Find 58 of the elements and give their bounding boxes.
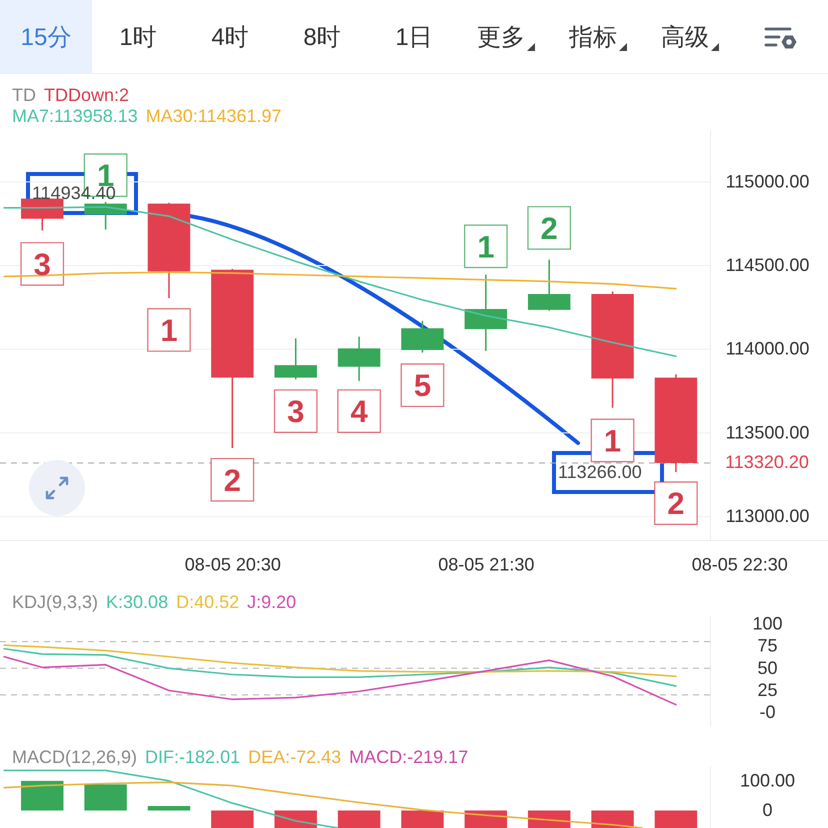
annotation: 3 bbox=[287, 394, 304, 430]
y-tick-label: 0 bbox=[762, 800, 773, 820]
text: TDDown:2 bbox=[44, 85, 130, 105]
annotation: 5 bbox=[414, 368, 432, 404]
text: D:40.52 bbox=[176, 592, 240, 612]
text: 更多 bbox=[477, 22, 525, 52]
y-tick-label: 75 bbox=[757, 636, 778, 656]
legend-title: TD bbox=[12, 85, 36, 105]
bar bbox=[401, 810, 444, 828]
y-tick-label: 113000.00 bbox=[726, 506, 810, 526]
text: 1时 bbox=[119, 22, 157, 52]
bar bbox=[338, 810, 380, 828]
series-label: DEA:-72.43 bbox=[248, 747, 342, 767]
text: MA7:113958.13 bbox=[12, 106, 138, 126]
annotation: 1 bbox=[477, 229, 494, 264]
annotation: MACD:-219.17 bbox=[349, 747, 468, 767]
bar bbox=[148, 806, 190, 810]
x-tick-label: 08-05 22:30 bbox=[692, 554, 788, 574]
annotation: 2 bbox=[540, 210, 558, 246]
ref-line-label: 113320.20 bbox=[725, 452, 809, 472]
bar bbox=[464, 810, 508, 828]
annotation: 1 bbox=[604, 423, 622, 458]
bar bbox=[654, 810, 698, 828]
annotation: 2 bbox=[224, 462, 241, 498]
bar bbox=[211, 810, 254, 828]
y-tick-label: 100 bbox=[752, 613, 783, 634]
series-label: DIF:-182.01 bbox=[145, 747, 240, 767]
text: K:30.08 bbox=[106, 592, 168, 612]
text: 1日 bbox=[395, 22, 433, 52]
bar bbox=[528, 810, 570, 828]
x-tick-label: 08-05 21:30 bbox=[438, 554, 534, 574]
bar bbox=[274, 810, 317, 828]
annotation: 1 bbox=[160, 312, 178, 348]
x-tick-label: 08-05 20:30 bbox=[184, 554, 281, 574]
text: 15分 bbox=[20, 22, 72, 52]
bar bbox=[591, 810, 634, 828]
legend-title: KDJ(9,3,3) bbox=[12, 592, 98, 612]
text: J:9.20 bbox=[247, 592, 296, 612]
text: MA30:114361.97 bbox=[146, 106, 282, 126]
annotation: 2 bbox=[667, 486, 685, 522]
annotation: 3 bbox=[34, 246, 51, 282]
y-tick-label: 25 bbox=[757, 680, 778, 700]
text: 4时 bbox=[211, 22, 249, 52]
legend-title: MACD(12,26,9) bbox=[12, 747, 138, 767]
y-tick-label: 100.00 bbox=[740, 770, 796, 790]
text: 指标 bbox=[569, 22, 617, 52]
y-tick-label: 114000.00 bbox=[726, 338, 810, 359]
y-tick-label: 50 bbox=[757, 658, 778, 678]
text: 8时 bbox=[303, 22, 341, 52]
annotation: 4 bbox=[350, 394, 368, 430]
y-tick-label: 114500.00 bbox=[726, 255, 810, 276]
y-tick-label: 115000.00 bbox=[726, 171, 810, 192]
y-tick-label: 113500.00 bbox=[726, 422, 810, 442]
bar bbox=[84, 784, 127, 810]
bar bbox=[21, 780, 64, 810]
annotation: 113266.00 bbox=[558, 462, 642, 482]
text: 高级 bbox=[661, 22, 709, 52]
y-tick-label: -0 bbox=[759, 702, 776, 722]
